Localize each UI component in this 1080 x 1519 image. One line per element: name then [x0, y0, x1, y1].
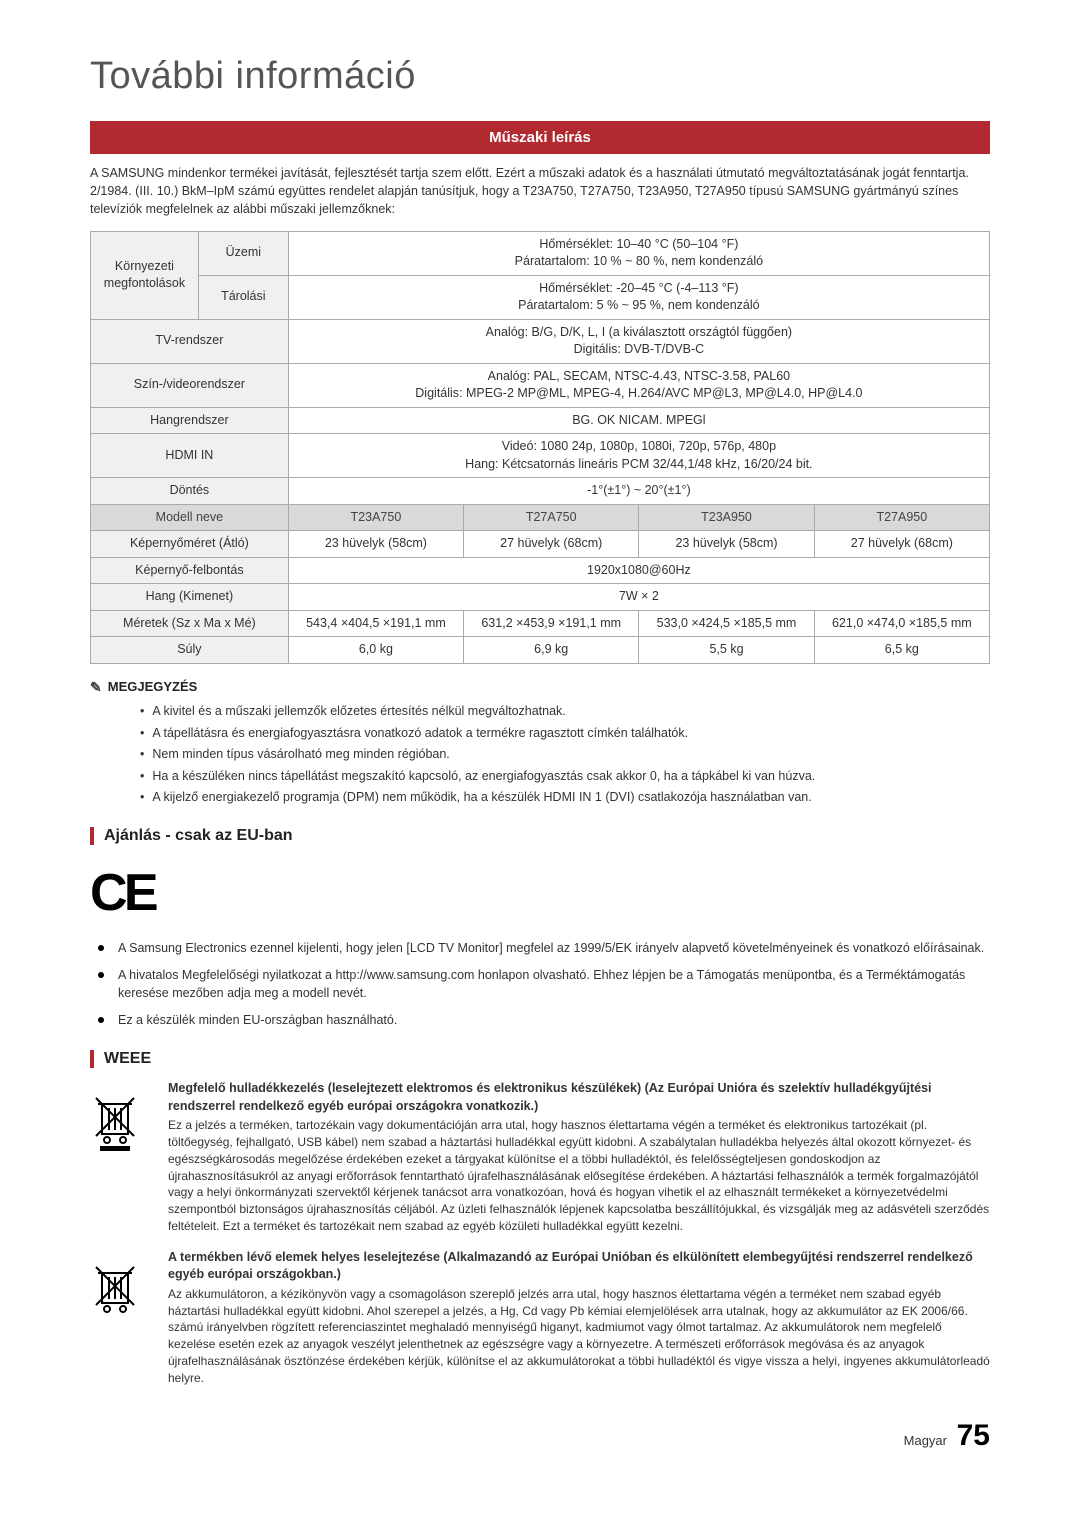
dims-0: 543,4 ×404,5 ×191,1 mm — [288, 610, 463, 637]
section-header: Műszaki leírás — [90, 121, 990, 154]
footer-page-number: 75 — [957, 1419, 990, 1452]
page-title: További információ — [90, 50, 990, 103]
weee-bin-icon — [90, 1249, 150, 1326]
accent-bar — [90, 1050, 94, 1068]
audioout-label: Hang (Kimenet) — [91, 584, 289, 611]
weee-heading-text: WEEE — [104, 1048, 151, 1070]
weee1-body: Ez a jelzés a terméken, tartozékain vagy… — [168, 1117, 990, 1235]
weee2-body: Az akkumulátoron, a kézikönyvön vagy a c… — [168, 1286, 990, 1387]
model-1: T27A750 — [464, 504, 639, 531]
screen-label: Képernyőméret (Átló) — [91, 531, 289, 558]
eu-heading-text: Ajánlás - csak az EU-ban — [104, 825, 293, 847]
hdmi-label: HDMI IN — [91, 434, 289, 478]
model-label: Modell neve — [91, 504, 289, 531]
spec-table: Környezeti megfontolások Üzemi Hőmérsékl… — [90, 231, 990, 664]
tvsys-val: Analóg: B/G, D/K, L, I (a kiválasztott o… — [288, 319, 989, 363]
model-0: T23A750 — [288, 504, 463, 531]
weee-block-1: Megfelelő hulladékkezelés (leselejtezett… — [90, 1080, 990, 1235]
note-item: A kivitel és a műszaki jellemzők előzete… — [140, 703, 990, 721]
sound-val: BG. OK NICAM. MPEGl — [288, 407, 989, 434]
screen-1: 27 hüvelyk (68cm) — [464, 531, 639, 558]
note-heading: ✎ MEGJEGYZÉS — [90, 678, 990, 698]
weee-bin-icon — [90, 1080, 150, 1157]
intro-paragraph: A SAMSUNG mindenkor termékei javítását, … — [90, 164, 990, 218]
weight-0: 6,0 kg — [288, 637, 463, 664]
weee2-title: A termékben lévő elemek helyes leselejte… — [168, 1249, 990, 1284]
eu-heading: Ajánlás - csak az EU-ban — [90, 825, 990, 847]
note-head-text: MEGJEGYZÉS — [108, 678, 198, 696]
screen-0: 23 hüvelyk (58cm) — [288, 531, 463, 558]
weight-3: 6,5 kg — [814, 637, 989, 664]
weight-2: 5,5 kg — [639, 637, 814, 664]
color-val: Analóg: PAL, SECAM, NTSC-4.43, NTSC-3.58… — [288, 363, 989, 407]
storage-val: Hőmérséklet: -20–45 °C (-4–113 °F) Párat… — [288, 275, 989, 319]
note-item: Nem minden típus vásárolható meg minden … — [140, 746, 990, 764]
operating-label: Üzemi — [198, 231, 288, 275]
tilt-val: -1°(±1°) ~ 20°(±1°) — [288, 478, 989, 505]
weee1-title: Megfelelő hulladékkezelés (leselejtezett… — [168, 1080, 990, 1115]
tvsys-label: TV-rendszer — [91, 319, 289, 363]
tilt-label: Döntés — [91, 478, 289, 505]
model-3: T27A950 — [814, 504, 989, 531]
ce-mark-icon: C E — [90, 857, 990, 930]
storage-label: Tárolási — [198, 275, 288, 319]
color-label: Szín-/videorendszer — [91, 363, 289, 407]
accent-bar — [90, 827, 94, 845]
operating-val: Hőmérséklet: 10–40 °C (50–104 °F) Párata… — [288, 231, 989, 275]
dims-2: 533,0 ×424,5 ×185,5 mm — [639, 610, 814, 637]
notes-list: A kivitel és a műszaki jellemzők előzete… — [140, 703, 990, 807]
dims-1: 631,2 ×453,9 ×191,1 mm — [464, 610, 639, 637]
res-label: Képernyő-felbontás — [91, 557, 289, 584]
eu-bullets: A Samsung Electronics ezennel kijelenti,… — [90, 940, 990, 1030]
weight-1: 6,9 kg — [464, 637, 639, 664]
weee-block-2: A termékben lévő elemek helyes leselejte… — [90, 1249, 990, 1387]
note-item: A tápellátásra és energiafogyasztásra vo… — [140, 725, 990, 743]
weight-label: Súly — [91, 637, 289, 664]
page-footer: Magyar 75 — [90, 1415, 990, 1457]
eu-bullet: A Samsung Electronics ezennel kijelenti,… — [90, 940, 990, 958]
dims-3: 621,0 ×474,0 ×185,5 mm — [814, 610, 989, 637]
screen-2: 23 hüvelyk (58cm) — [639, 531, 814, 558]
note-item: A kijelző energiakezelő programja (DPM) … — [140, 789, 990, 807]
hdmi-val: Videó: 1080 24p, 1080p, 1080i, 720p, 576… — [288, 434, 989, 478]
footer-lang: Magyar — [904, 1433, 947, 1448]
eu-bullet: A hivatalos Megfelelőségi nyilatkozat a … — [90, 967, 990, 1002]
dims-label: Méretek (Sz x Ma x Mé) — [91, 610, 289, 637]
res-val: 1920x1080@60Hz — [288, 557, 989, 584]
screen-3: 27 hüvelyk (68cm) — [814, 531, 989, 558]
audioout-val: 7W × 2 — [288, 584, 989, 611]
note-item: Ha a készüléken nincs tápellátást megsza… — [140, 768, 990, 786]
eu-bullet: Ez a készülék minden EU-országban haszná… — [90, 1012, 990, 1030]
model-2: T23A950 — [639, 504, 814, 531]
weee-heading: WEEE — [90, 1048, 990, 1070]
env-label: Környezeti megfontolások — [91, 231, 199, 319]
note-icon: ✎ — [90, 678, 102, 698]
sound-label: Hangrendszer — [91, 407, 289, 434]
